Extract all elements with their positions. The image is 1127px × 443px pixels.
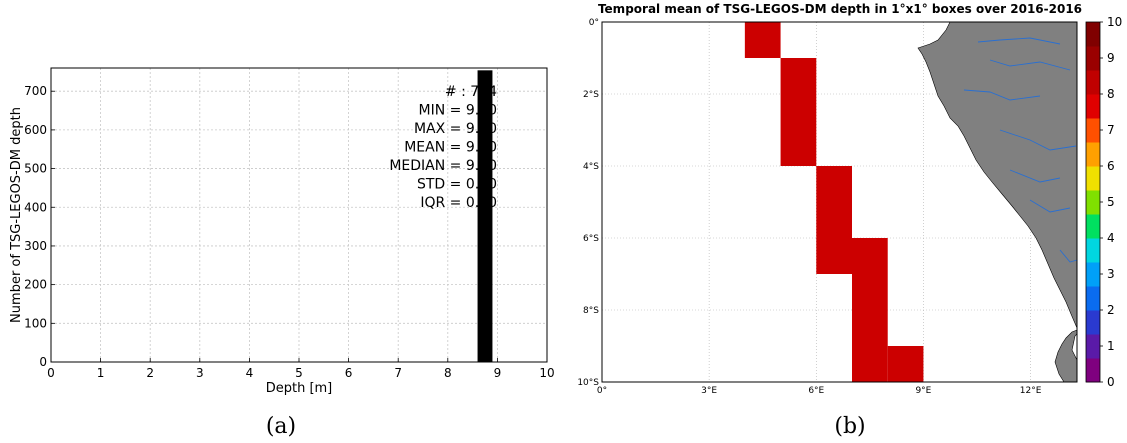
stat-line: IQR = 0.00 xyxy=(420,195,497,211)
map-x-tick-label: 0° xyxy=(597,386,607,396)
x-tick-label: 0 xyxy=(47,366,55,380)
caption-b: (b) xyxy=(834,414,865,439)
x-tick-label: 8 xyxy=(444,366,452,380)
colorbar-segment xyxy=(1086,214,1100,239)
y-tick-label: 700 xyxy=(24,84,47,98)
colorbar-tick-label: 1 xyxy=(1107,339,1115,353)
histogram-x-ticks: 0 1 2 3 4 5 6 7 8 9 10 xyxy=(47,358,555,380)
colorbar-tick-label: 7 xyxy=(1107,123,1115,137)
x-tick-label: 6 xyxy=(345,366,353,380)
y-tick-label: 300 xyxy=(24,239,47,253)
map-x-tick-label: 6°E xyxy=(808,386,824,396)
colorbar-segment xyxy=(1086,118,1100,143)
x-tick-label: 7 xyxy=(394,366,402,380)
map-land xyxy=(917,21,1078,383)
histogram-bars xyxy=(477,70,493,363)
map-y-ticks: 0° 2°S 4°S 6°S 8°S 10°S xyxy=(577,18,599,388)
map-x-tick-label: 3°E xyxy=(701,386,717,396)
map-cell xyxy=(816,202,852,238)
map-cell xyxy=(816,238,852,274)
colorbar xyxy=(1085,21,1101,383)
colorbar-segment xyxy=(1086,22,1100,47)
map-x-ticks: 0° 3°E 6°E 9°E 12°E xyxy=(597,386,1042,396)
histogram-x-label: Depth [m] xyxy=(266,381,333,396)
map-y-tick-label: 0° xyxy=(589,18,599,28)
colorbar-tick-label: 4 xyxy=(1107,231,1115,245)
map-frame xyxy=(601,21,1078,383)
map-y-tick-label: 2°S xyxy=(583,90,599,100)
map-cell xyxy=(852,238,888,274)
x-tick-label: 2 xyxy=(146,366,154,380)
colorbar-segment xyxy=(1086,262,1100,287)
colorbar-segment xyxy=(1086,238,1100,263)
map-cell xyxy=(744,22,781,58)
stat-line: MAX = 9.00 xyxy=(414,121,497,137)
colorbar-tick-label: 6 xyxy=(1107,159,1115,173)
caption-a: (a) xyxy=(266,414,296,439)
map-cell xyxy=(852,310,888,346)
map-cells xyxy=(744,22,924,382)
x-tick-label: 1 xyxy=(97,366,105,380)
colorbar-segment xyxy=(1086,94,1100,119)
histogram-y-ticks: 0 100 200 300 400 500 600 700 xyxy=(24,84,55,369)
colorbar-segment xyxy=(1086,334,1100,359)
map-x-tick-label: 12°E xyxy=(1020,386,1042,396)
histogram-y-label: Number of TSG-LEGOS-DM depth xyxy=(9,107,24,323)
colorbar-tick-label: 9 xyxy=(1107,51,1115,65)
x-tick-label: 9 xyxy=(494,366,502,380)
y-tick-label: 100 xyxy=(24,316,47,330)
stat-line: STD = 0.00 xyxy=(417,177,497,193)
colorbar-tick-label: 8 xyxy=(1107,87,1115,101)
histogram-panel: 0 1 2 3 4 5 6 7 8 9 10 0 100 200 300 400 500 600 700 Dept… xyxy=(9,67,555,439)
x-tick-label: 5 xyxy=(295,366,303,380)
map-cell xyxy=(852,346,888,382)
map-y-tick-label: 8°S xyxy=(583,306,599,316)
colorbar-tick-label: 3 xyxy=(1107,267,1115,281)
y-tick-label: 0 xyxy=(39,355,47,369)
map-panel: Temporal mean of TSG-LEGOS-DM depth in 1… xyxy=(577,2,1122,439)
colorbar-tick-label: 2 xyxy=(1107,303,1115,317)
map-cell xyxy=(780,58,817,94)
map-cell xyxy=(780,94,817,130)
map-cell xyxy=(852,274,888,310)
y-tick-label: 500 xyxy=(24,162,47,176)
y-tick-label: 600 xyxy=(24,123,47,137)
map-cell xyxy=(780,130,817,166)
y-tick-label: 400 xyxy=(24,200,47,214)
stat-line: MEAN = 9.00 xyxy=(404,140,497,156)
map-title: Temporal mean of TSG-LEGOS-DM depth in 1… xyxy=(598,2,1082,16)
histogram-bar xyxy=(477,70,493,363)
colorbar-segment xyxy=(1086,166,1100,191)
x-tick-label: 3 xyxy=(196,366,204,380)
colorbar-tick-label: 10 xyxy=(1107,15,1122,29)
colorbar-segment xyxy=(1086,286,1100,311)
colorbar-segment xyxy=(1086,70,1100,95)
x-tick-label: 4 xyxy=(246,366,254,380)
colorbar-ticks: 0 1 2 3 4 5 6 7 8 9 10 xyxy=(1100,15,1122,389)
colorbar-tick-label: 0 xyxy=(1107,375,1115,389)
map-y-tick-label: 4°S xyxy=(583,162,599,172)
histogram-stats: # : 754 MIN = 9.00 MAX = 9.00 MEAN = 9.00 ME… xyxy=(389,84,497,211)
map-y-tick-label: 10°S xyxy=(577,378,599,388)
stat-line: MEDIAN = 9.00 xyxy=(389,158,497,174)
map-y-tick-label: 6°S xyxy=(583,234,599,244)
stat-line: MIN = 9.00 xyxy=(419,103,497,119)
colorbar-segment xyxy=(1086,46,1100,71)
map-x-tick-label: 9°E xyxy=(915,386,931,396)
stat-line: # : 754 xyxy=(445,84,497,100)
colorbar-segment xyxy=(1086,142,1100,167)
histogram-grid xyxy=(50,68,548,363)
y-tick-label: 200 xyxy=(24,278,47,292)
map-cell xyxy=(816,166,852,202)
colorbar-tick-label: 5 xyxy=(1107,195,1115,209)
colorbar-segment xyxy=(1086,190,1100,215)
colorbar-segment xyxy=(1086,358,1100,383)
x-tick-label: 10 xyxy=(539,366,554,380)
colorbar-segment xyxy=(1086,310,1100,335)
map-cell xyxy=(887,346,924,382)
